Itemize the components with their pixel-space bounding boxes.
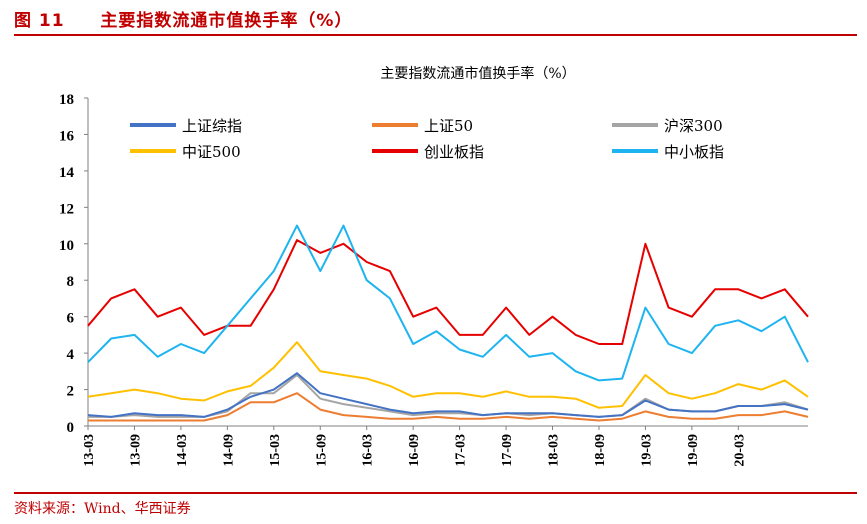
y-tick-label: 6 (67, 311, 75, 327)
y-tick-label: 0 (67, 420, 75, 436)
y-tick-label: 12 (59, 201, 74, 217)
figure-header: 图 11 主要指数流通市值换手率（%） (14, 6, 352, 31)
x-tick-label: 19-09 (686, 434, 701, 467)
x-tick-label: 19-03 (639, 434, 654, 467)
x-tick-label: 17-03 (454, 434, 469, 467)
footer-divider (14, 492, 857, 494)
chart-title: 主要指数流通市值换手率（%） (380, 65, 575, 82)
x-tick-label: 18-09 (593, 434, 608, 467)
series-line-上证50 (88, 392, 809, 422)
y-tick-label: 8 (67, 274, 75, 290)
legend-label: 中小板指 (664, 143, 724, 161)
legend-label: 上证50 (424, 117, 473, 135)
x-tick-label: 18-03 (547, 434, 562, 467)
x-tick-label: 13-03 (82, 434, 97, 467)
legend-label: 上证综指 (182, 117, 242, 135)
legend-label: 创业板指 (424, 143, 484, 161)
legend-label: 中证500 (182, 143, 241, 161)
series-line-中证500 (87, 341, 809, 409)
x-tick-label: 14-09 (221, 434, 236, 467)
y-tick-label: 4 (67, 347, 75, 363)
header-divider (14, 34, 857, 36)
y-tick-label: 10 (59, 238, 74, 254)
x-tick-label: 16-03 (361, 434, 376, 467)
y-tick-label: 16 (59, 128, 75, 144)
series-line-上证综指 (87, 372, 809, 418)
figure-title: 主要指数流通市值换手率（%） (100, 11, 353, 31)
series-line-创业板指 (87, 239, 809, 345)
x-tick-label: 16-09 (407, 434, 422, 467)
source-note: 资料来源：Wind、华西证券 (14, 501, 191, 517)
y-tick-label: 18 (59, 92, 74, 108)
x-tick-label: 14-03 (175, 434, 190, 467)
legend-label: 沪深300 (664, 117, 723, 135)
x-tick-label: 15-03 (268, 434, 283, 467)
y-tick-label: 2 (67, 384, 75, 400)
x-tick-label: 13-09 (128, 434, 143, 467)
y-tick-label: 14 (59, 165, 75, 181)
x-tick-label: 20-03 (732, 434, 747, 467)
series-line-中小板指 (87, 224, 809, 382)
x-tick-label: 15-09 (314, 434, 329, 467)
figure-label: 图 11 (14, 11, 65, 31)
x-tick-label: 17-09 (500, 434, 515, 467)
